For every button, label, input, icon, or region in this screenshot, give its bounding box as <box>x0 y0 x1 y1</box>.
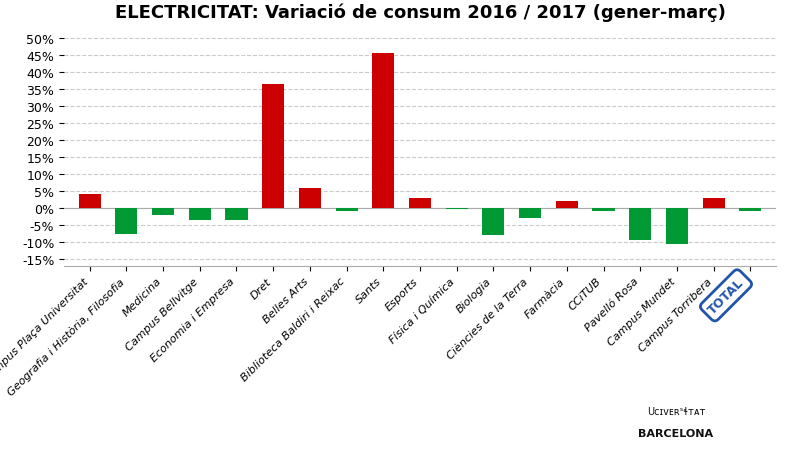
Bar <box>372 54 394 208</box>
Bar <box>335 208 358 211</box>
Bar <box>702 198 725 208</box>
Bar <box>519 208 541 219</box>
Bar <box>739 208 762 211</box>
Bar <box>629 208 651 241</box>
Bar <box>115 208 138 234</box>
Bar <box>152 208 174 215</box>
Bar <box>666 208 688 244</box>
Bar <box>593 208 614 212</box>
Bar <box>409 198 431 208</box>
Bar <box>446 208 468 210</box>
Bar <box>482 208 505 235</box>
Bar <box>262 85 284 208</box>
Text: Uᴄɪᴠᴇʀˢɬᴛᴀᴛ: Uᴄɪᴠᴇʀˢɬᴛᴀᴛ <box>647 406 705 416</box>
Bar <box>556 202 578 208</box>
Title: ELECTRICITAT: Variació de consum 2016 / 2017 (gener-març): ELECTRICITAT: Variació de consum 2016 / … <box>114 4 726 22</box>
Bar <box>299 188 321 208</box>
Text: TOTAL: TOTAL <box>706 275 746 316</box>
Bar <box>226 208 247 220</box>
Bar <box>189 208 211 220</box>
Bar <box>78 194 101 208</box>
Text: BARCELONA: BARCELONA <box>638 428 714 438</box>
